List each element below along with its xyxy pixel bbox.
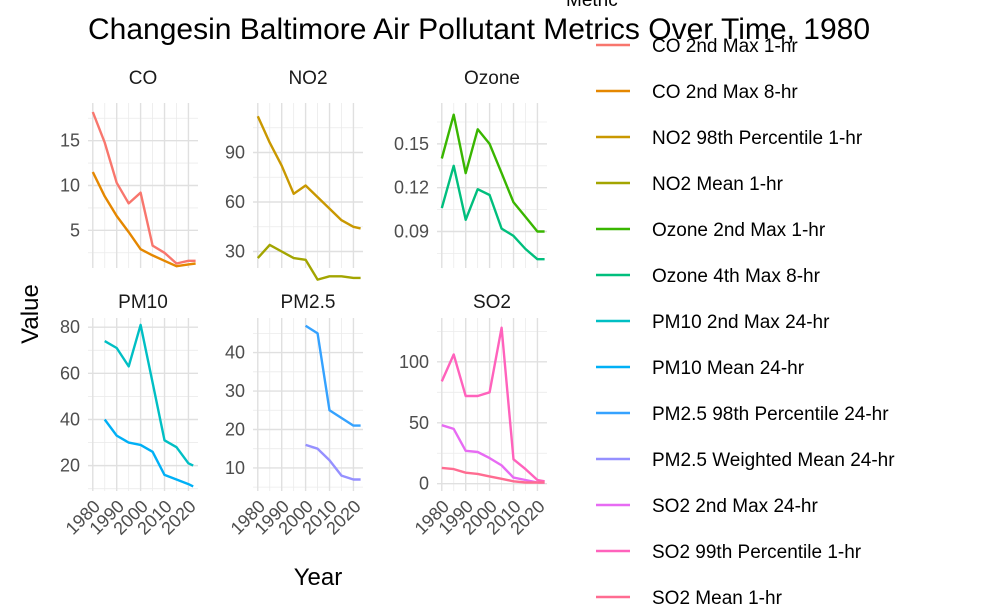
series-line bbox=[441, 466, 545, 484]
y-tick-label: 10 bbox=[60, 176, 80, 196]
legend-label: PM2.5 98th Percentile 24-hr bbox=[652, 404, 889, 425]
y-tick-label: 50 bbox=[409, 413, 429, 433]
series-line bbox=[91, 171, 196, 268]
legend-label: NO2 Mean 1-hr bbox=[652, 174, 784, 195]
legend-label: PM2.5 Weighted Mean 24-hr bbox=[652, 450, 895, 471]
series-line bbox=[440, 113, 545, 233]
y-tick-label: 15 bbox=[60, 131, 80, 151]
y-tick-label: 40 bbox=[60, 409, 80, 429]
y-tick-label: 60 bbox=[60, 363, 80, 383]
facet-strip-label: SO2 bbox=[473, 292, 511, 313]
y-tick-label: 0.12 bbox=[394, 178, 429, 198]
y-tick-label: 0 bbox=[419, 474, 429, 494]
legend-item: PM2.5 98th Percentile 24-hr bbox=[596, 404, 889, 425]
series-line bbox=[91, 111, 196, 265]
y-axis-title: Value bbox=[17, 284, 44, 344]
y-tick-label: 10 bbox=[225, 458, 245, 478]
legend-item: SO2 Mean 1-hr bbox=[596, 588, 783, 606]
y-tick-label: 20 bbox=[60, 456, 80, 476]
legend-label: CO 2nd Max 1-hr bbox=[652, 36, 798, 57]
legend-label: Ozone 4th Max 8-hr bbox=[652, 266, 821, 287]
panel-no2: NO2 30 60 90 bbox=[225, 68, 363, 281]
legend-item: NO2 98th Percentile 1-hr bbox=[596, 128, 863, 149]
y-tick-label: 60 bbox=[225, 192, 245, 212]
chart-title: Changesin Baltimore Air Pollutant Metric… bbox=[88, 13, 870, 46]
legend-label: CO 2nd Max 8-hr bbox=[652, 82, 798, 103]
x-axis-title: Year bbox=[294, 564, 343, 591]
legend-item: SO2 2nd Max 24-hr bbox=[596, 496, 818, 517]
legend-item: Ozone 4th Max 8-hr bbox=[596, 266, 821, 287]
legend-label: PM10 2nd Max 24-hr bbox=[652, 312, 830, 333]
legend-item: PM10 Mean 24-hr bbox=[596, 358, 805, 379]
y-tick-label: 40 bbox=[225, 343, 245, 363]
facet-strip-label: PM10 bbox=[118, 292, 168, 313]
y-tick-label: 80 bbox=[60, 317, 80, 337]
y-tick-label: 0.15 bbox=[394, 134, 429, 154]
y-tick-label: 100 bbox=[399, 352, 429, 372]
facet-strip-label: Ozone bbox=[464, 68, 520, 89]
series-line bbox=[440, 164, 545, 261]
facet-strip-label: NO2 bbox=[288, 68, 327, 89]
series-line bbox=[304, 324, 361, 427]
panel-ozone: Ozone 0.09 0.12 0.15 bbox=[394, 68, 547, 268]
legend-label: SO2 Mean 1-hr bbox=[652, 588, 783, 606]
legend-item: CO 2nd Max 1-hr bbox=[596, 36, 798, 57]
series-line bbox=[256, 115, 361, 230]
facet-strip-label: PM2.5 bbox=[281, 292, 336, 313]
series-line bbox=[104, 323, 194, 467]
legend-label: PM10 Mean 24-hr bbox=[652, 358, 805, 379]
y-tick-label: 0.09 bbox=[394, 221, 429, 241]
legend-label: SO2 99th Percentile 1-hr bbox=[652, 542, 862, 563]
legend-title: Metric bbox=[566, 0, 618, 11]
legend-item: Ozone 2nd Max 1-hr bbox=[596, 220, 826, 241]
series-line bbox=[440, 326, 545, 483]
legend-item: SO2 99th Percentile 1-hr bbox=[596, 542, 862, 563]
legend-item: CO 2nd Max 8-hr bbox=[596, 82, 798, 103]
legend-label: SO2 2nd Max 24-hr bbox=[652, 496, 818, 517]
legend-item: PM10 2nd Max 24-hr bbox=[596, 312, 830, 333]
panel-co: CO 5 10 15 bbox=[60, 68, 198, 268]
y-tick-label: 20 bbox=[225, 419, 245, 439]
legend-label: NO2 98th Percentile 1-hr bbox=[652, 128, 863, 149]
series-line bbox=[305, 443, 361, 481]
y-tick-label: 5 bbox=[70, 220, 80, 240]
legend-item: NO2 Mean 1-hr bbox=[596, 174, 784, 195]
facet-panels: CO 5 10 15 NO2 30 60 90 Ozone 0.09 0.12 0.15 PM10 20 4… bbox=[60, 68, 549, 539]
series-line bbox=[441, 424, 545, 484]
y-tick-label: 30 bbox=[225, 242, 245, 262]
legend-label: Ozone 2nd Max 1-hr bbox=[652, 220, 826, 241]
legend: CO 2nd Max 1-hr CO 2nd Max 8-hr NO2 98th P… bbox=[596, 36, 895, 606]
y-tick-label: 90 bbox=[225, 143, 245, 163]
series-line bbox=[103, 418, 194, 488]
legend-item: PM2.5 Weighted Mean 24-hr bbox=[596, 450, 895, 471]
y-tick-label: 30 bbox=[225, 381, 245, 401]
facet-strip-label: CO bbox=[129, 68, 158, 89]
series-line bbox=[256, 243, 361, 281]
